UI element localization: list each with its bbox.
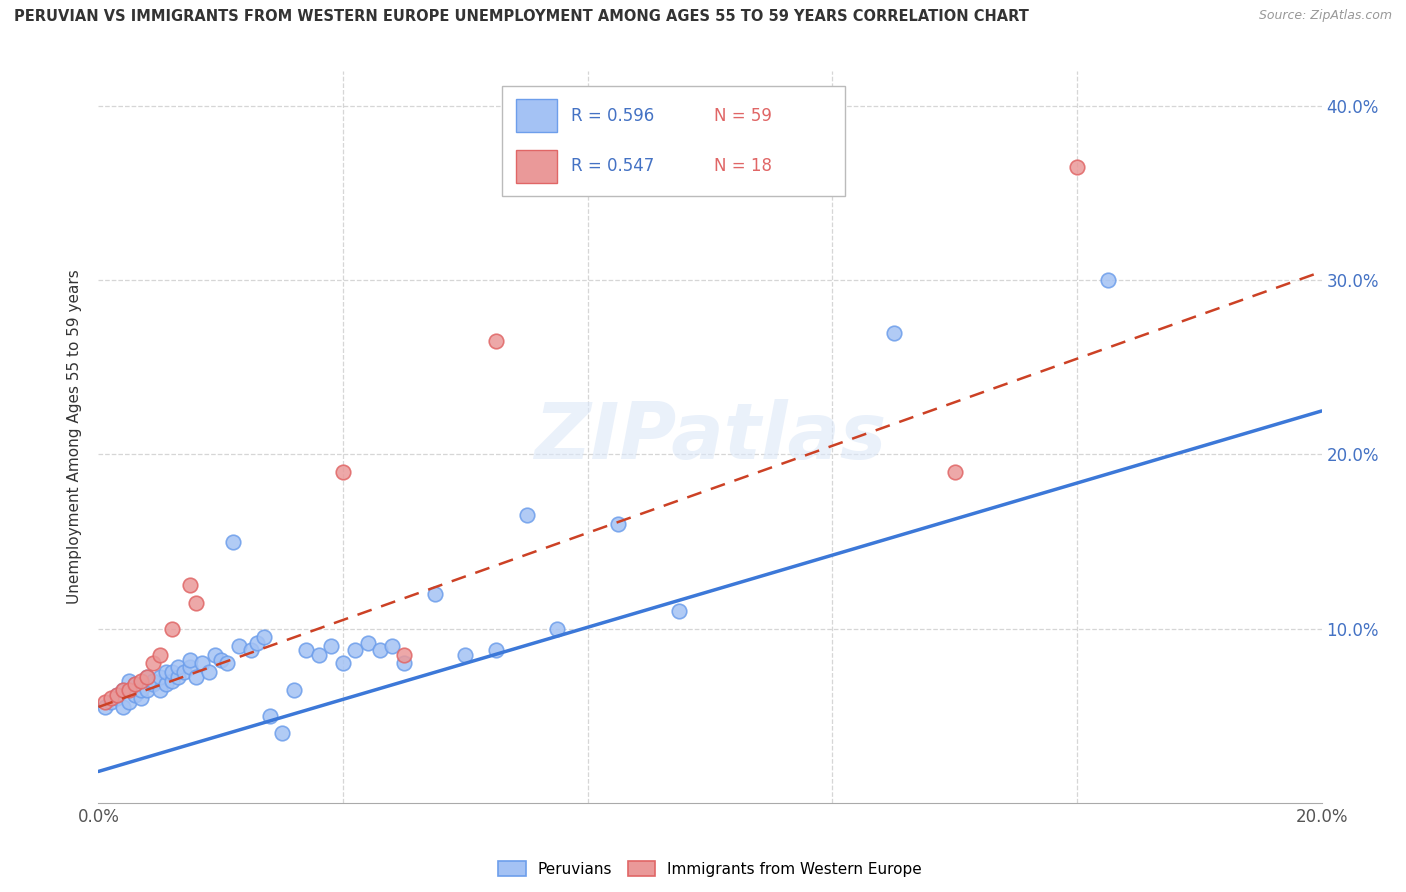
Point [100,691,122,706]
Text: ZIPatlas: ZIPatlas [534,399,886,475]
Point [270,726,292,740]
Text: Source: ZipAtlas.com: Source: ZipAtlas.com [1258,9,1392,22]
Point [173,665,195,680]
Point [111,682,134,697]
Point [160,622,183,636]
Point [160,665,183,680]
Point [179,660,201,674]
Point [1066,160,1088,174]
Point [111,700,134,714]
Point [252,631,274,645]
Point [381,639,404,653]
Point [546,622,568,636]
Point [136,670,159,684]
Point [356,635,378,649]
Point [368,642,391,657]
Point [240,642,263,657]
Point [179,578,201,592]
Point [332,465,354,479]
Point [485,642,508,657]
Point [197,665,219,680]
Point [943,465,966,479]
Point [118,682,141,697]
Point [167,670,190,684]
Point [160,673,183,688]
Point [283,682,305,697]
Point [186,670,208,684]
Point [186,595,208,609]
Point [204,648,226,662]
Point [485,334,508,349]
Point [179,653,201,667]
Point [124,688,146,702]
Point [215,657,238,671]
Point [222,534,245,549]
Point [105,688,128,702]
Point [149,648,172,662]
Point [111,682,134,697]
Point [607,517,630,532]
Point [392,648,416,662]
Point [142,657,165,671]
Point [142,677,165,691]
Point [668,604,690,618]
Point [136,670,159,684]
Point [516,508,538,523]
Point [118,695,141,709]
Point [191,657,214,671]
Point [118,673,141,688]
Point [259,708,281,723]
Y-axis label: Unemployment Among Ages 55 to 59 years: Unemployment Among Ages 55 to 59 years [67,269,83,605]
Point [392,657,416,671]
Text: PERUVIAN VS IMMIGRANTS FROM WESTERN EUROPE UNEMPLOYMENT AMONG AGES 55 TO 59 YEAR: PERUVIAN VS IMMIGRANTS FROM WESTERN EURO… [14,9,1029,24]
Point [344,642,367,657]
Point [155,665,177,680]
Point [93,700,115,714]
Point [136,682,159,697]
Point [228,639,250,653]
Point [100,695,122,709]
Legend: Peruvians, Immigrants from Western Europe: Peruvians, Immigrants from Western Europ… [492,855,928,883]
Point [155,677,177,691]
Point [308,648,330,662]
Point [124,677,146,691]
Point [149,682,172,697]
Point [883,326,905,340]
Point [295,642,318,657]
Point [246,635,269,649]
Point [93,695,115,709]
Point [1097,273,1119,287]
Point [129,673,152,688]
Point [142,673,165,688]
Point [319,639,342,653]
Point [423,587,446,601]
Point [129,682,152,697]
Point [167,660,190,674]
Point [209,653,232,667]
Point [454,648,477,662]
Point [105,688,128,702]
Point [149,670,172,684]
Point [129,691,152,706]
Point [124,677,146,691]
Point [105,691,128,706]
Point [332,657,354,671]
